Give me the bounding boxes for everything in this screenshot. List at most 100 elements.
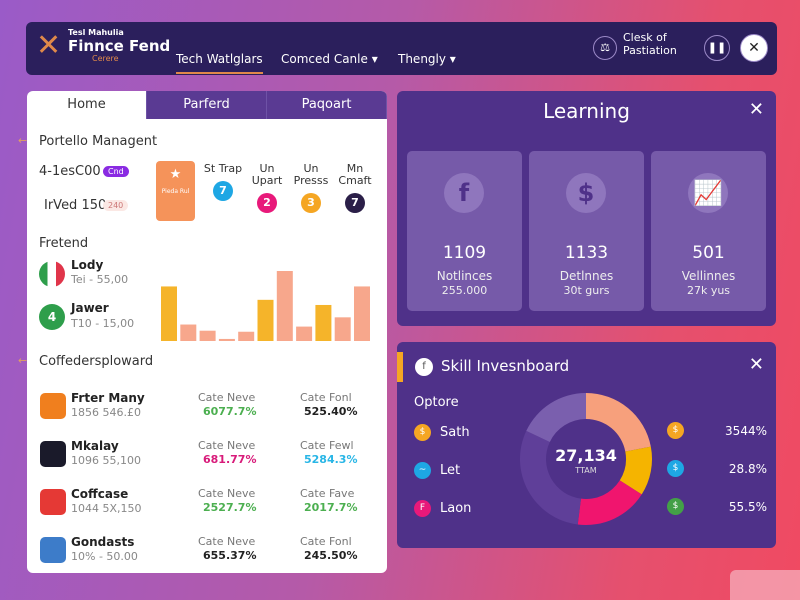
stat-item: $3544%: [667, 422, 767, 439]
dollar-icon: $: [566, 173, 606, 213]
row-h2: Cate Fonl: [300, 391, 352, 404]
dollar-icon: $: [667, 460, 684, 477]
card-sub: 255.000: [441, 284, 488, 297]
trend-name: Lody: [71, 258, 104, 272]
accent-bar: [397, 352, 403, 382]
legend-item[interactable]: $ Sath: [414, 424, 470, 441]
corner-widget: [730, 570, 800, 600]
trend-value: T10 - 15,00: [71, 317, 135, 330]
legend-item[interactable]: F Laon: [414, 500, 471, 517]
facebook-icon: f: [444, 173, 484, 213]
card-sub: 30t gurs: [563, 284, 610, 297]
row-v1: 2527.7%: [203, 501, 257, 514]
card-sub: 27k yus: [686, 284, 731, 297]
donut-slice: [619, 446, 652, 495]
row2-badge: 240: [103, 200, 129, 211]
stat-item: $55.5%: [667, 498, 767, 515]
skill-panel: f Skill Invesnboard ✕ Optore 27,134 TTAM…: [397, 342, 776, 548]
dollar-icon: $: [667, 498, 684, 515]
learning-card[interactable]: 📈 501 Vellinnes 27k yus: [651, 151, 766, 311]
company-logo-icon: [40, 489, 66, 515]
bar: [257, 299, 274, 341]
row-h2: Cate Fave: [300, 487, 355, 500]
stat-value: 55.5%: [728, 499, 767, 514]
back-arrow-icon[interactable]: ←: [18, 134, 28, 147]
row1-badge: Cnd: [103, 166, 129, 177]
legend-icon: $: [414, 424, 431, 441]
row-v2: 2017.7%: [304, 501, 358, 514]
skill-title: Skill Invesnboard: [441, 357, 570, 375]
category-label: Un Upart: [251, 162, 283, 187]
category-item[interactable]: Mn Cmaft 7: [335, 163, 375, 213]
trend-value: Tei - 55,00: [71, 273, 129, 286]
bar: [296, 326, 313, 341]
row-sub: 10% - 50.00: [71, 550, 138, 563]
company-logo-icon: [40, 393, 66, 419]
logo-small: Tesl Mahulia: [68, 28, 124, 37]
featured-card[interactable]: ★ Pieda Rul: [156, 161, 195, 221]
star-icon: ★: [169, 167, 182, 182]
featured-label: Pieda Rul: [161, 188, 190, 195]
donut-center-value: 27,134: [555, 446, 617, 465]
logo-icon: ✕: [36, 28, 62, 63]
bar: [238, 331, 255, 341]
bar: [199, 330, 216, 341]
row-v1: 655.37%: [203, 549, 257, 562]
row-v2: 525.40%: [304, 405, 358, 418]
legend-icon: ~: [414, 462, 431, 479]
nav-thengly[interactable]: Thengly ▾: [398, 52, 456, 66]
category-item[interactable]: St Trap 7: [203, 163, 243, 201]
company-logo-icon: [40, 537, 66, 563]
tab-parferd[interactable]: Parferd: [147, 91, 267, 119]
stat-item: $28.8%: [667, 460, 767, 477]
card-value: 1133: [564, 243, 609, 263]
category-item[interactable]: Un Upart 2: [247, 163, 287, 213]
portfolio-row2: IrVed 150: [44, 198, 107, 213]
donut-slice: [586, 393, 651, 452]
list-row[interactable]: Coffcase 1044 5X,150 Cate Neve 2527.7% C…: [27, 487, 387, 527]
nav-tech[interactable]: Tech Watlglars: [176, 52, 263, 74]
bar: [334, 317, 351, 341]
tab-paqoart[interactable]: Paqoart: [267, 91, 387, 119]
list-row[interactable]: Mkalay 1096 55,100 Cate Neve 681.77% Cat…: [27, 439, 387, 479]
back-arrow-icon[interactable]: ←: [18, 354, 28, 367]
category-label: Un Presss: [293, 162, 329, 187]
left-panel: Home Parferd Paqoart Portello Managent 4…: [27, 91, 387, 573]
row-name: Mkalay: [71, 439, 119, 453]
row-v2: 245.50%: [304, 549, 358, 562]
category-count: 7: [345, 193, 365, 213]
status-icon: ⚖: [593, 36, 617, 60]
row-h1: Cate Neve: [198, 535, 256, 548]
list-row[interactable]: Frter Many 1856 546.£0 Cate Neve 6077.7%…: [27, 391, 387, 431]
nav-comced[interactable]: Comced Canle ▾: [281, 52, 378, 66]
bar: [276, 271, 293, 341]
row-v1: 681.77%: [203, 453, 257, 466]
category-count: 7: [213, 181, 233, 201]
logo-main: Finnce Fend: [68, 37, 171, 55]
learning-panel: Learning ✕ f 1109 Notlinces 255.000 $ 11…: [397, 91, 776, 326]
close-icon[interactable]: ✕: [740, 34, 768, 62]
status-line1: Clesk of: [623, 31, 667, 44]
learning-card[interactable]: $ 1133 Detlnnes 30t gurs: [529, 151, 644, 311]
category-label: Mn Cmaft: [338, 162, 372, 187]
card-label: Notlinces: [436, 269, 493, 283]
tab-home[interactable]: Home: [27, 91, 147, 119]
close-icon[interactable]: ✕: [748, 354, 764, 375]
row-h1: Cate Neve: [198, 391, 256, 404]
category-item[interactable]: Un Presss 3: [291, 163, 331, 213]
pause-icon[interactable]: ❚❚: [704, 35, 730, 61]
bar: [315, 304, 332, 341]
list-row[interactable]: Gondasts 10% - 50.00 Cate Neve 655.37% C…: [27, 535, 387, 573]
row-v1: 6077.7%: [203, 405, 257, 418]
trend-bar-chart: [161, 271, 370, 341]
learning-card[interactable]: f 1109 Notlinces 255.000: [407, 151, 522, 311]
row-sub: 1856 546.£0: [71, 406, 141, 419]
company-logo-icon: [40, 441, 66, 467]
legend-label: Let: [440, 463, 461, 478]
trend-name: Jawer: [71, 301, 109, 315]
row-h2: Cate Fonl: [300, 535, 352, 548]
legend-item[interactable]: ~ Let: [414, 462, 460, 479]
card-value: 1109: [442, 243, 487, 263]
card-label: Vellinnes: [681, 269, 736, 283]
close-icon[interactable]: ✕: [748, 99, 764, 120]
